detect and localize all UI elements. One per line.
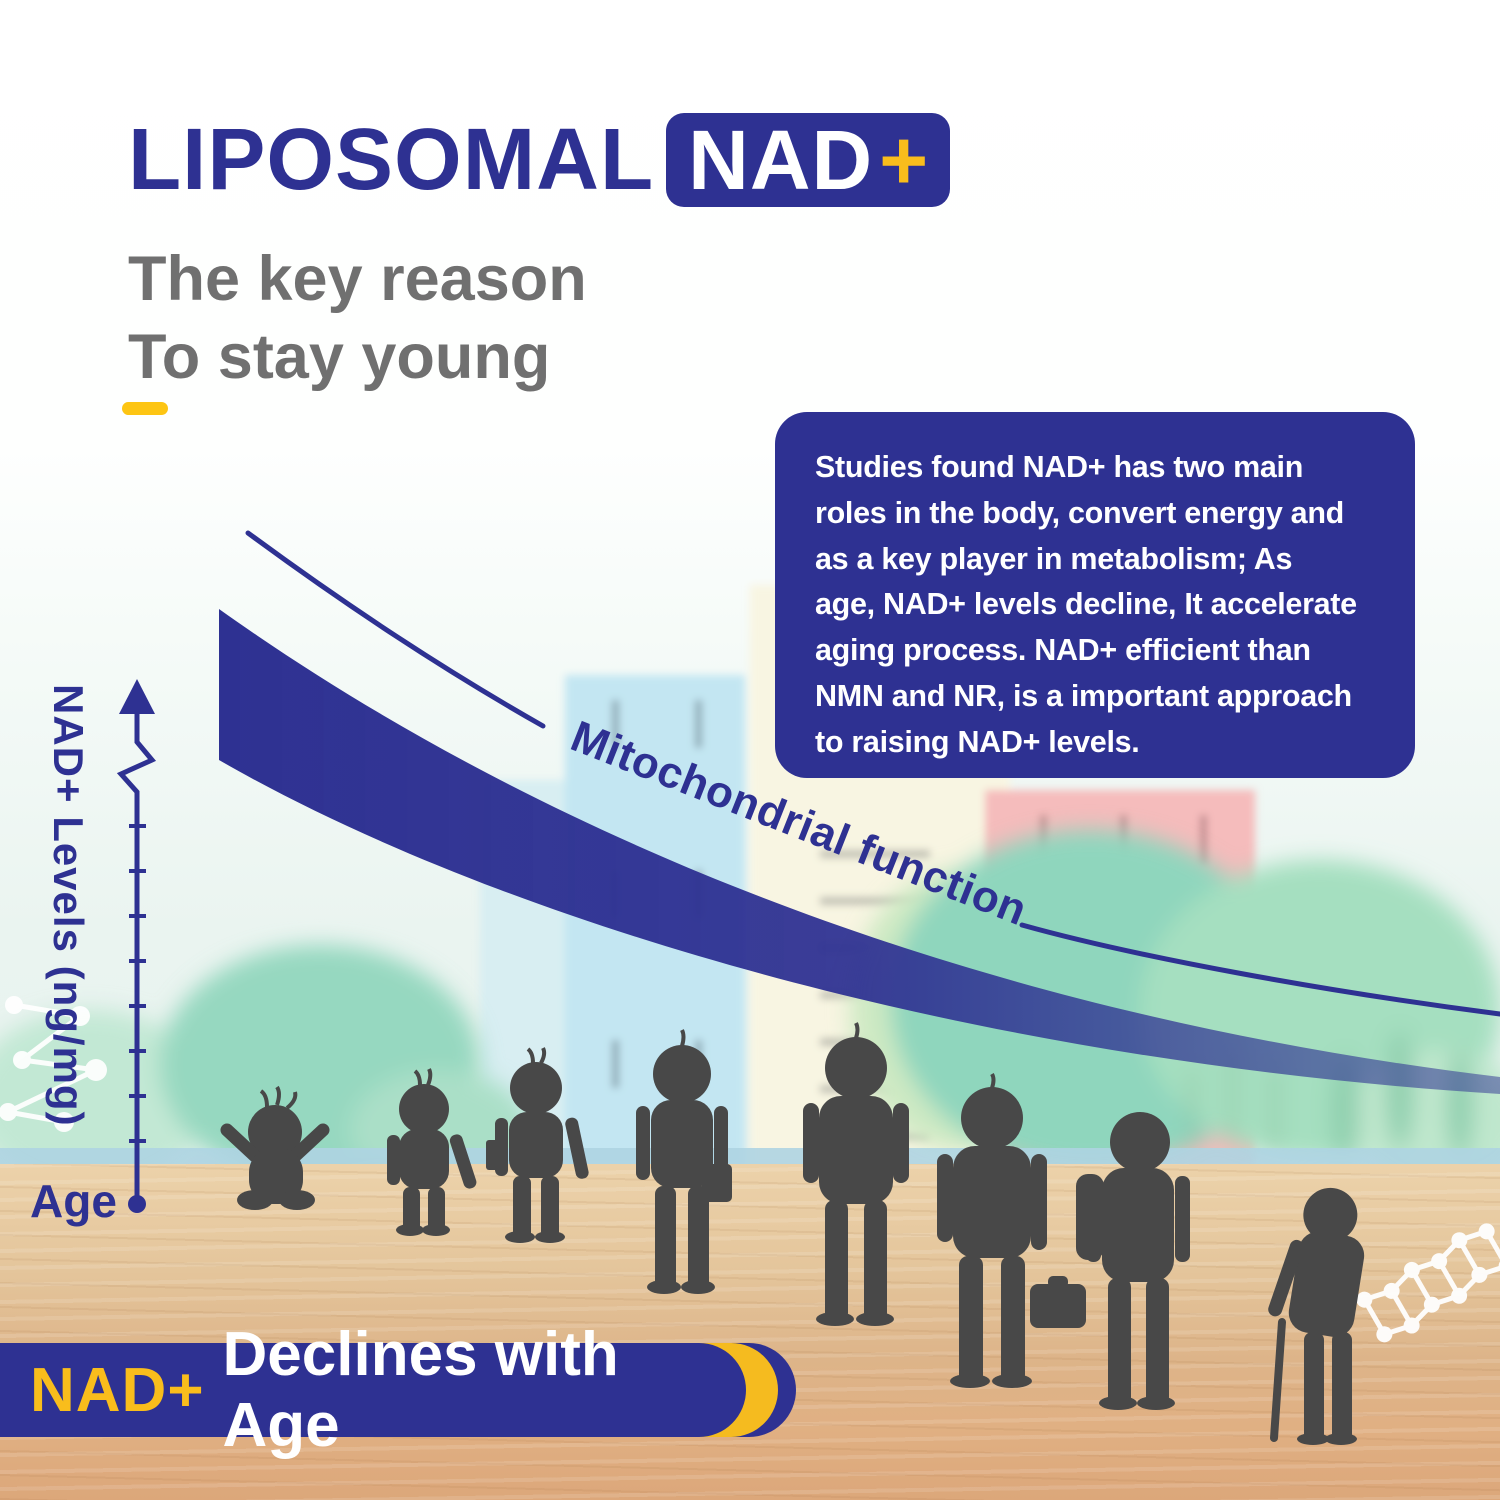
bottom-banner: NAD+ Declines with Age — [0, 1320, 746, 1460]
silhouette-elderly-cane — [1268, 1187, 1365, 1445]
y-axis-arrow-icon — [119, 679, 155, 714]
nad-badge-plus: + — [879, 112, 929, 207]
silhouette-young-adult — [803, 1022, 909, 1326]
brand-title: LIPOSOMAL — [128, 111, 655, 208]
silhouette-adult-briefcase — [937, 1072, 1086, 1388]
subtitle: The key reason To stay young — [128, 240, 587, 396]
info-box: Studies found NAD+ has two main roles in… — [775, 412, 1415, 778]
info-box-text: Studies found NAD+ has two main roles in… — [815, 450, 1357, 759]
y-axis — [116, 705, 157, 1204]
y-axis-ticks — [129, 824, 146, 1143]
molecule-network-icon — [0, 996, 107, 1132]
silhouette-baby — [220, 1085, 330, 1210]
y-axis-label: NAD+ Levels (ng/mg) — [45, 684, 92, 1127]
subtitle-line1: The key reason — [128, 244, 587, 314]
wood-floor — [0, 1164, 1500, 1500]
subtitle-line2: To stay young — [128, 322, 551, 393]
x-axis-label: Age — [30, 1175, 117, 1227]
silhouette-child — [486, 1047, 589, 1243]
decline-curve-right — [1019, 922, 1500, 1017]
banner-text: Declines with Age — [222, 1320, 619, 1460]
banner-highlight: NAD+ — [30, 1355, 205, 1425]
y-axis-line — [116, 705, 157, 1204]
page-title: LIPOSOMAL NAD + — [128, 110, 951, 210]
decline-curve-left — [245, 530, 546, 729]
silhouette-adult-backpack — [1076, 1112, 1190, 1410]
silhouette-toddler — [387, 1068, 477, 1236]
silhouette-teenager — [636, 1029, 732, 1294]
nad-badge: NAD + — [666, 112, 951, 207]
yellow-underline-dash — [122, 402, 168, 415]
nad-badge-label: NAD — [688, 112, 874, 207]
decline-band — [219, 609, 1500, 1094]
dna-helix-icon — [1356, 1223, 1500, 1343]
axis-origin-dot — [128, 1195, 146, 1213]
